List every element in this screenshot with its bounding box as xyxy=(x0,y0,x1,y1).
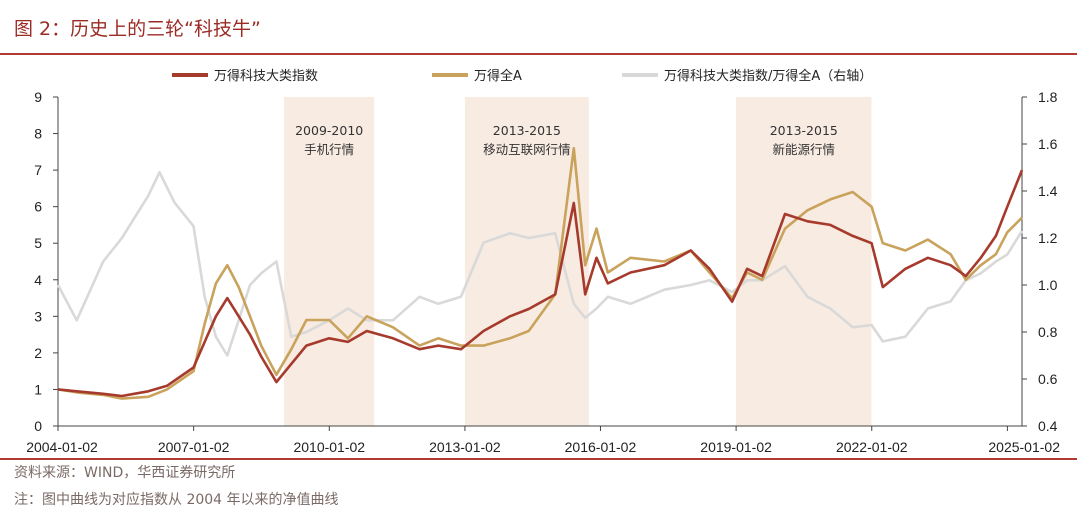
x-tick-label: 2019-01-02 xyxy=(700,439,772,455)
series-line-1 xyxy=(57,146,1023,400)
y-right-tick-label: 1.8 xyxy=(1038,89,1058,105)
y-left-tick-label: 8 xyxy=(34,126,42,142)
band-2-subtitle: 新能源行情 xyxy=(773,142,836,157)
x-tick-label: 2016-01-02 xyxy=(565,439,637,455)
x-tick-label: 2010-01-02 xyxy=(293,439,365,455)
footnote: 注：图中曲线为对应指数从 2004 年以来的净值曲线 xyxy=(14,492,339,508)
band-1-subtitle: 移动互联网行情 xyxy=(483,142,571,157)
legend-label-1: 万得全A xyxy=(474,68,522,84)
y-left-tick-label: 2 xyxy=(34,345,42,361)
y-left-tick-label: 7 xyxy=(34,162,42,178)
figure-title: 图 2：历史上的三轮“科技牛” xyxy=(14,18,261,40)
y-left-tick-label: 0 xyxy=(34,418,42,434)
band-0-subtitle: 手机行情 xyxy=(304,142,354,157)
y-left-tick-label: 1 xyxy=(34,381,42,397)
y-right-tick-label: 1.4 xyxy=(1038,183,1058,199)
band-2 xyxy=(736,97,872,426)
source-note: 资料来源：WIND，华西证券研究所 xyxy=(14,465,236,481)
y-left-tick-label: 3 xyxy=(34,308,42,324)
highlight-bands: 2009-2010 手机行情 2013-2015 移动互联网行情 2013-2015 新能… xyxy=(284,97,872,426)
footer-divider xyxy=(0,458,1077,460)
x-tick-label: 2007-01-02 xyxy=(158,439,230,455)
y-right-tick-label: 0.6 xyxy=(1038,371,1058,387)
y-right-tick-label: 0.8 xyxy=(1038,324,1058,340)
series-lines xyxy=(56,146,1024,400)
legend: 万得科技大类指数 万得全A 万得科技大类指数/万得全A（右轴） xyxy=(172,68,872,84)
y-right-tick-label: 1.2 xyxy=(1038,230,1058,246)
legend-label-2: 万得科技大类指数/万得全A（右轴） xyxy=(664,68,872,84)
y-left-tick-label: 6 xyxy=(34,199,42,215)
legend-label-0: 万得科技大类指数 xyxy=(214,68,318,84)
x-tick-label: 2025-01-02 xyxy=(988,439,1060,455)
title-divider xyxy=(0,53,1077,55)
y-right-tick-label: 0.4 xyxy=(1038,418,1058,434)
axes: 0 1 2 3 4 5 6 7 8 9 0.4 0.6 0.8 1.0 1.2 1.4 1.6 1.8 2004-0… xyxy=(26,89,1060,455)
x-tick-label: 2022-01-02 xyxy=(836,439,908,455)
series-line-0 xyxy=(57,169,1024,398)
band-0-title: 2009-2010 xyxy=(295,123,363,138)
x-tick-label: 2013-01-02 xyxy=(429,439,501,455)
band-2-title: 2013-2015 xyxy=(770,123,838,138)
y-right-tick-label: 1.6 xyxy=(1038,136,1058,152)
y-left-tick-label: 4 xyxy=(34,272,42,288)
band-0 xyxy=(284,97,375,426)
x-tick-label: 2004-01-02 xyxy=(26,439,98,455)
y-right-tick-label: 1.0 xyxy=(1038,277,1058,293)
band-1-title: 2013-2015 xyxy=(493,123,561,138)
y-left-tick-label: 9 xyxy=(34,89,42,105)
y-left-tick-label: 5 xyxy=(34,235,42,251)
band-1 xyxy=(464,97,589,426)
